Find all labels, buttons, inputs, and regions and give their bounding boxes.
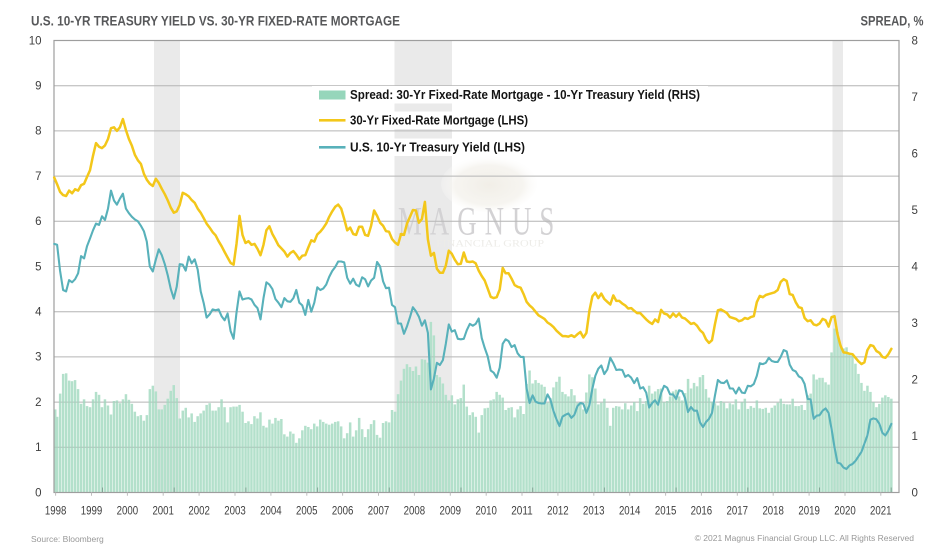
svg-text:2006: 2006 <box>332 506 354 518</box>
svg-text:0: 0 <box>35 487 41 499</box>
svg-text:3: 3 <box>912 318 918 330</box>
svg-text:SPREAD, %: SPREAD, % <box>861 13 924 29</box>
svg-text:2: 2 <box>912 374 918 386</box>
svg-text:7: 7 <box>35 171 41 183</box>
svg-text:2007: 2007 <box>368 506 390 518</box>
svg-text:2000: 2000 <box>117 506 139 518</box>
svg-text:2009: 2009 <box>440 506 462 518</box>
svg-text:2003: 2003 <box>224 506 246 518</box>
svg-text:Source: Bloomberg: Source: Bloomberg <box>31 534 104 544</box>
svg-text:0: 0 <box>912 487 918 499</box>
svg-text:2020: 2020 <box>834 506 856 518</box>
svg-text:2005: 2005 <box>296 506 318 518</box>
svg-text:2011: 2011 <box>511 506 533 518</box>
svg-text:2013: 2013 <box>583 506 605 518</box>
svg-text:9: 9 <box>35 81 41 93</box>
svg-text:2017: 2017 <box>727 506 749 518</box>
svg-text:8: 8 <box>912 35 918 47</box>
svg-text:2004: 2004 <box>260 506 282 518</box>
svg-text:2010: 2010 <box>475 506 497 518</box>
svg-text:MAGNUS: MAGNUS <box>398 200 562 243</box>
svg-text:2015: 2015 <box>655 506 677 518</box>
svg-text:3: 3 <box>35 352 41 364</box>
svg-text:FINANCIAL GROUP: FINANCIAL GROUP <box>436 239 544 249</box>
svg-text:2001: 2001 <box>152 506 174 518</box>
svg-text:1999: 1999 <box>81 506 103 518</box>
svg-text:2021: 2021 <box>870 506 892 518</box>
svg-text:8: 8 <box>35 126 41 138</box>
svg-text:2002: 2002 <box>188 506 210 518</box>
svg-text:2018: 2018 <box>762 506 784 518</box>
svg-text:7: 7 <box>912 92 918 104</box>
svg-text:2008: 2008 <box>404 506 426 518</box>
svg-text:30-Yr Fixed-Rate Mortgage (LHS: 30-Yr Fixed-Rate Mortgage (LHS) <box>350 113 528 128</box>
svg-text:© 2021 Magnus Financial Group: © 2021 Magnus Financial Group LLC. All R… <box>695 533 915 543</box>
svg-text:2016: 2016 <box>691 506 713 518</box>
svg-text:4: 4 <box>912 261 919 273</box>
svg-text:2012: 2012 <box>547 506 569 518</box>
svg-text:1998: 1998 <box>45 506 67 518</box>
svg-text:4: 4 <box>35 307 42 319</box>
svg-text:2014: 2014 <box>619 506 641 518</box>
svg-text:5: 5 <box>912 205 918 217</box>
svg-text:U.S. 10-Yr Treasury Yield (LHS: U.S. 10-Yr Treasury Yield (LHS) <box>350 140 525 155</box>
svg-text:Spread: 30-Yr Fixed-Rate Mortg: Spread: 30-Yr Fixed-Rate Mortgage - 10-Y… <box>350 87 700 102</box>
svg-text:2019: 2019 <box>798 506 820 518</box>
svg-text:1: 1 <box>912 431 918 443</box>
svg-text:6: 6 <box>35 216 41 228</box>
svg-text:2: 2 <box>35 397 41 409</box>
svg-text:U.S. 10-YR TREASURY YIELD VS.: U.S. 10-YR TREASURY YIELD VS. 30-YR FIXE… <box>31 13 400 29</box>
svg-text:5: 5 <box>35 261 41 273</box>
svg-text:6: 6 <box>912 148 918 160</box>
svg-text:1: 1 <box>35 442 41 454</box>
svg-text:10: 10 <box>29 35 42 47</box>
